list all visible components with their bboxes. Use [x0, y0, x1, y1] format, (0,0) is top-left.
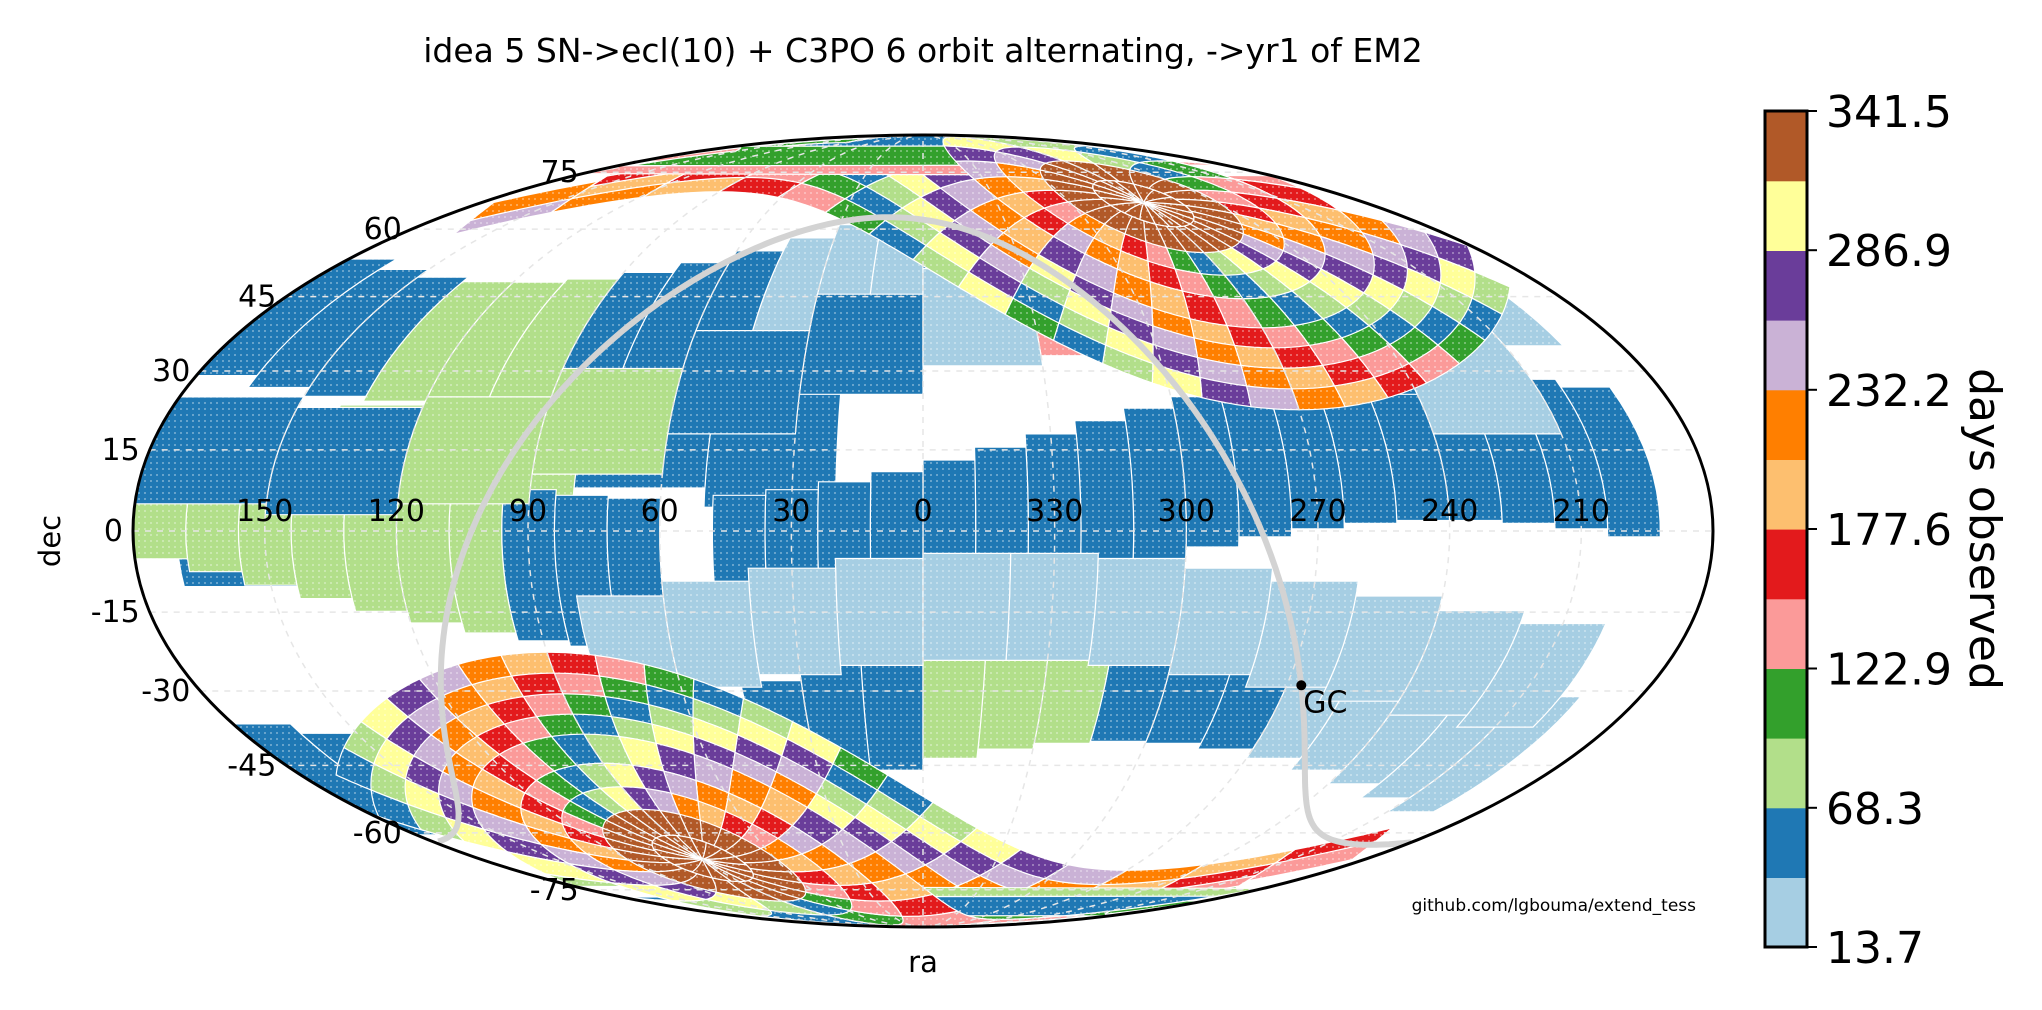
- colorbar-tick-label: 177.6: [1826, 505, 1952, 556]
- colorbar-tick-label: 286.9: [1826, 226, 1952, 277]
- dec-tick-label: 30: [152, 354, 190, 389]
- gc-annotation-label: GC: [1303, 685, 1347, 720]
- grid-line-ra: [922, 135, 1583, 927]
- colorbar-bin: [1765, 111, 1807, 182]
- ra-tick-labels: 150 120 90 60 30 0 330 300 270 240 210: [236, 494, 1610, 529]
- dec-tick-label: -60: [353, 816, 402, 851]
- graticule: [133, 135, 1713, 927]
- colorbar-bin: [1765, 459, 1807, 530]
- ra-tick-label: 120: [368, 494, 425, 529]
- dec-tick-label: -15: [91, 595, 140, 630]
- colorbar-bins: [1765, 111, 1807, 948]
- dec-tick-label: -75: [530, 873, 579, 908]
- grid-line-ra: [263, 135, 924, 927]
- colorbar-bin: [1765, 598, 1807, 669]
- grid-line-ra: [922, 135, 1056, 927]
- ra-tick-label: 60: [641, 494, 679, 529]
- dec-tick-label: 60: [364, 212, 402, 247]
- grid-line-ra: [658, 135, 924, 927]
- colorbar-label: days observed: [1959, 368, 2010, 690]
- colorbar-bin: [1765, 807, 1807, 878]
- ra-tick-label: 30: [772, 494, 810, 529]
- ra-tick-label: 300: [1158, 494, 1215, 529]
- y-axis-label: dec: [33, 515, 67, 567]
- ra-tick-label: 210: [1553, 494, 1610, 529]
- dec-tick-label: -30: [141, 674, 190, 709]
- map-outline: [131, 133, 1715, 929]
- colorbar-bin: [1765, 529, 1807, 600]
- colorbar-bin: [1765, 877, 1807, 948]
- colorbar-bin: [1765, 180, 1807, 251]
- colorbar-tick-label: 341.5: [1826, 87, 1952, 138]
- dec-tick-label: 15: [102, 433, 140, 468]
- galactic-plane-line: [437, 214, 1412, 848]
- ra-tick-label: 90: [509, 494, 547, 529]
- grid-line-ra: [922, 135, 1188, 927]
- colorbar-bin: [1765, 668, 1807, 739]
- credit-text: github.com/lgbouma/extend_tess: [1412, 896, 1697, 916]
- colorbar-tick-label: 232.2: [1826, 366, 1952, 417]
- gc-marker: [1296, 680, 1307, 691]
- ra-tick-label: 330: [1026, 494, 1083, 529]
- grid-line-ra: [922, 135, 1319, 927]
- ra-tick-label: 150: [236, 494, 293, 529]
- dec-tick-label: 75: [541, 155, 579, 190]
- dec-tick-label: 0: [104, 514, 123, 549]
- chart-title: idea 5 SN->ecl(10) + C3PO 6 orbit altern…: [423, 31, 1422, 70]
- colorbar-tick-label: 13.7: [1826, 923, 1924, 974]
- colorbar-tick-labels: 341.5 286.9 232.2 177.6 122.9 68.3 13.7: [1807, 87, 1952, 974]
- colorbar: 341.5 286.9 232.2 177.6 122.9 68.3 13.7 days o…: [1763, 87, 2010, 974]
- grid-line-ra: [527, 135, 924, 927]
- grid-line-ra: [790, 135, 924, 927]
- ra-tick-label: 0: [913, 494, 932, 529]
- colorbar-bin: [1765, 389, 1807, 460]
- colorbar-bin: [1765, 250, 1807, 321]
- ra-tick-label: 240: [1421, 494, 1478, 529]
- colorbar-tick-label: 122.9: [1826, 645, 1952, 696]
- colorbar-tick-label: 68.3: [1826, 784, 1924, 835]
- dec-tick-label: 45: [238, 280, 276, 315]
- colorbar-bin: [1765, 738, 1807, 809]
- ra-tick-label: 270: [1289, 494, 1346, 529]
- dec-tick-label: -45: [227, 748, 276, 783]
- colorbar-bin: [1765, 320, 1807, 391]
- x-axis-label: ra: [908, 945, 938, 979]
